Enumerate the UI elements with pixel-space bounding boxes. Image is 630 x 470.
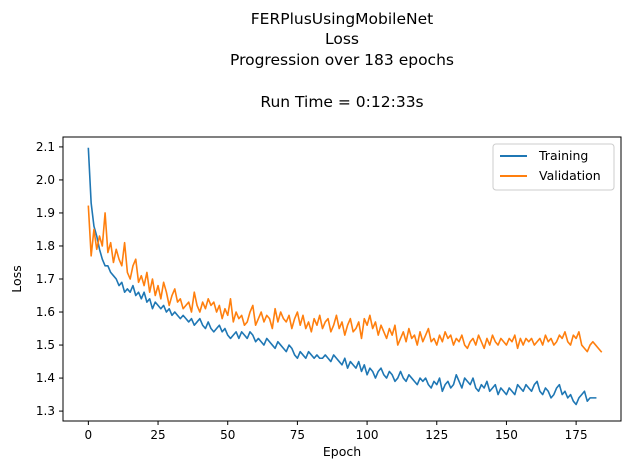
x-tick-label: 150 [495,428,518,442]
series-line-validation [87,205,603,353]
x-tick-label: 50 [220,428,235,442]
y-axis-label: Loss [9,265,24,292]
title-line-1: FERPlusUsingMobileNet [251,10,433,28]
y-tick-label: 1.8 [36,239,55,253]
title-line-2: Loss [325,30,359,48]
y-axis-ticks: 1.3 1.4 1.5 1.6 1.7 1.8 1.9 2.0 2.1 [36,140,63,418]
x-tick-label: 125 [425,428,448,442]
y-tick-label: 1.3 [36,404,55,418]
y-tick-label: 1.5 [36,338,55,352]
plot-area: 0 25 50 75 100 125 150 175 1.31.41.51.61.71.81.… [36,136,622,442]
x-tick-label: 100 [356,428,379,442]
title-line-3: Progression over 183 epochs [230,51,454,69]
x-tick-label: 0 [85,428,93,442]
y-tick-label: 1.9 [36,206,55,220]
y-tick-label: 2.1 [36,140,55,154]
legend-label-validation: Validation [539,168,601,183]
x-axis-ticks: 0 25 50 75 100 125 150 175 [85,421,588,442]
x-axis-label: Epoch [323,444,361,459]
x-tick-label: 25 [150,428,165,442]
y-tick-label: 2.0 [36,173,55,187]
x-tick-label: 175 [565,428,588,442]
x-tick-label: 75 [290,428,305,442]
y-tick-label: 1.4 [36,371,55,385]
legend: Training Validation [492,143,615,191]
y-tick-label: 1.6 [36,305,55,319]
legend-label-training: Training [538,148,588,163]
series-line-training [87,147,597,406]
title-line-5: Run Time = 0:12:33s [260,93,423,111]
series-layer [87,147,603,406]
y-tick-label: 1.7 [36,272,55,286]
chart-title: FERPlusUsingMobileNet Loss Progression o… [230,10,454,111]
